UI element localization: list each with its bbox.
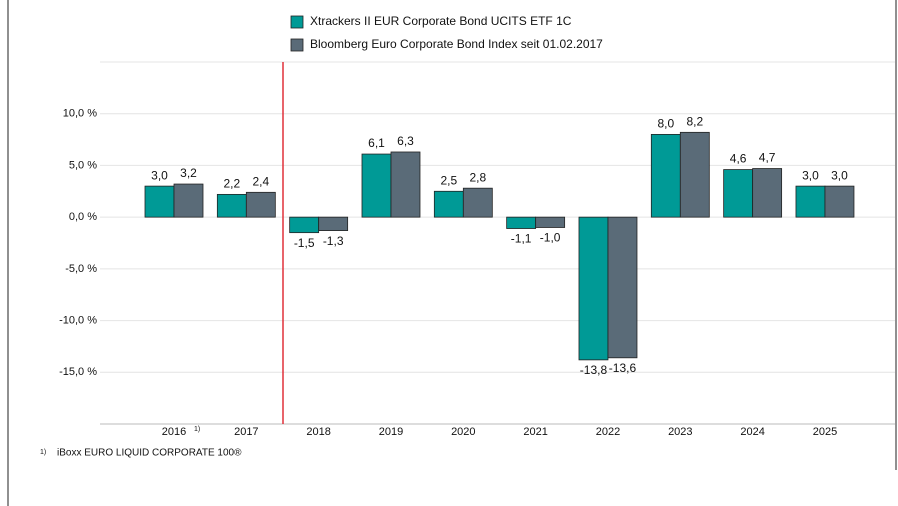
- x-tick-label: 2024: [740, 426, 764, 438]
- value-label: 3,0: [151, 168, 168, 182]
- y-tick-label: -15,0 %: [59, 366, 97, 378]
- bar: [216, 193, 247, 218]
- x-tick-label: 2025: [813, 426, 837, 438]
- bar: [679, 131, 710, 218]
- bar: [824, 185, 855, 218]
- bar: [144, 185, 175, 218]
- bar: [535, 216, 566, 228]
- value-label: -1,3: [323, 234, 344, 248]
- value-label: 8,0: [657, 117, 674, 131]
- bar: [506, 216, 537, 229]
- value-label: 3,0: [831, 168, 848, 182]
- value-label: 2,8: [469, 170, 486, 184]
- y-tick-label: -5,0 %: [65, 263, 97, 275]
- y-tick-label: 10,0 %: [63, 108, 97, 120]
- value-label: -13,6: [609, 361, 637, 375]
- value-label: 4,6: [730, 152, 747, 166]
- footnote-text: iBoxx EURO LIQUID CORPORATE 100®: [57, 448, 242, 459]
- bar: [173, 183, 204, 218]
- x-tick-label: 2022: [596, 426, 620, 438]
- bar: [433, 190, 464, 218]
- value-label: 6,1: [368, 136, 385, 150]
- value-label: 3,2: [180, 166, 197, 180]
- value-label: -1,0: [540, 231, 561, 245]
- x-tick-label: 2016: [162, 426, 186, 438]
- bar: [795, 185, 826, 218]
- x-tick-label: 2021: [523, 426, 547, 438]
- y-tick-label: 0,0 %: [69, 211, 97, 223]
- legend-swatch: [290, 15, 304, 29]
- bar: [650, 133, 681, 218]
- x-tick-label: 2019: [379, 426, 403, 438]
- legend-swatch: [290, 38, 304, 52]
- x-tick-label: 2023: [668, 426, 692, 438]
- footnote-marker: 1): [40, 449, 46, 456]
- bar: [390, 151, 421, 218]
- bar: [462, 187, 493, 218]
- category-note: 1): [194, 426, 200, 433]
- value-label: -1,1: [511, 232, 532, 246]
- value-label: -1,5: [294, 236, 315, 250]
- value-label: 6,3: [397, 134, 414, 148]
- bar: [318, 216, 349, 231]
- x-tick-label: 2017: [234, 426, 258, 438]
- bar: [578, 216, 609, 361]
- bar: [289, 216, 320, 234]
- value-label: 8,2: [686, 115, 703, 129]
- value-label: 4,7: [759, 151, 776, 165]
- value-label: 2,2: [223, 177, 240, 191]
- bar: [607, 216, 638, 359]
- x-tick-label: 2018: [306, 426, 330, 438]
- y-tick-label: 5,0 %: [69, 159, 97, 171]
- y-tick-label: -10,0 %: [59, 314, 97, 326]
- legend-label: Bloomberg Euro Corporate Bond Index seit…: [310, 37, 603, 51]
- legend-label: Xtrackers II EUR Corporate Bond UCITS ET…: [310, 14, 572, 28]
- bar: [723, 169, 754, 218]
- value-label: -13,8: [580, 363, 608, 377]
- value-label: 2,4: [252, 174, 269, 188]
- value-label: 2,5: [440, 173, 457, 187]
- bar: [245, 191, 276, 218]
- bar: [361, 153, 392, 218]
- value-label: 3,0: [802, 168, 819, 182]
- x-tick-label: 2020: [451, 426, 475, 438]
- bar: [752, 168, 783, 218]
